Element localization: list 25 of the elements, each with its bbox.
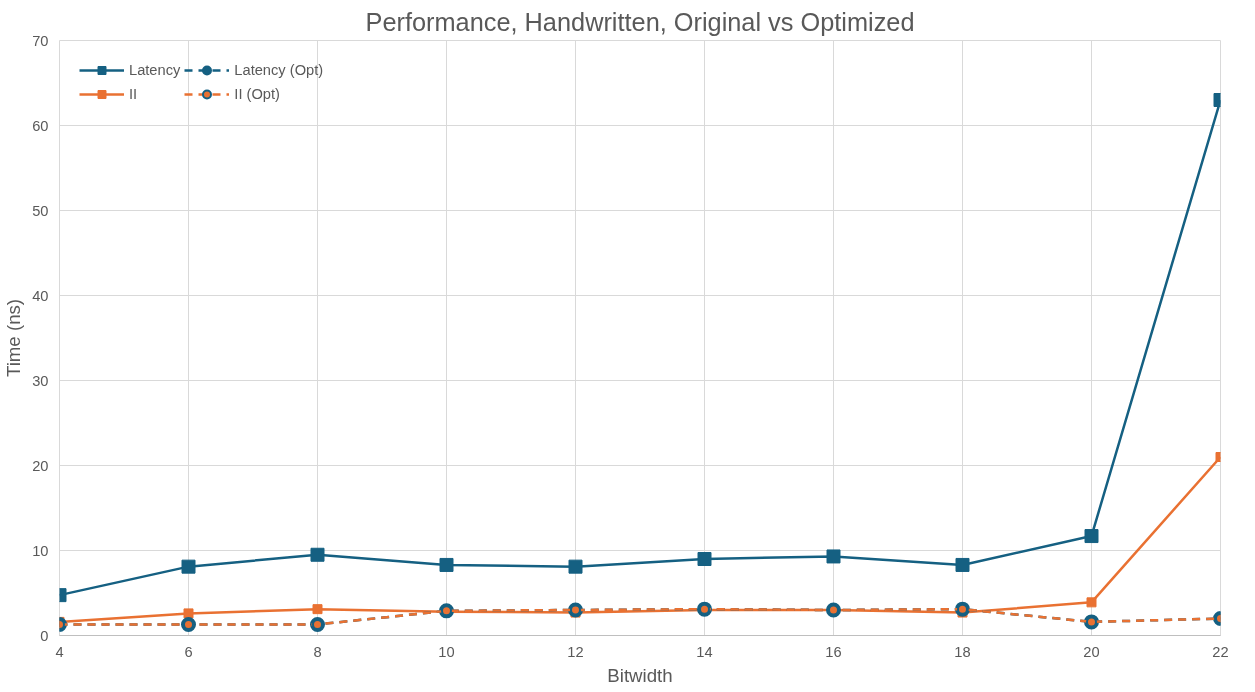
legend-label: II [129, 86, 139, 102]
x-tick-label: 6 [184, 643, 193, 660]
y-axis-title: Time (ns) [3, 298, 25, 378]
x-tick-label: 16 [825, 643, 842, 660]
y-tick-label: 0 [40, 627, 49, 644]
y-tick-label: 50 [32, 202, 49, 219]
x-tick-label: 22 [1212, 643, 1229, 660]
legend-label: Latency (Opt) [234, 62, 324, 78]
x-tick-label: 10 [438, 643, 455, 660]
chart-title: Performance, Handwritten, Original vs Optimized [365, 7, 915, 36]
y-tick-label: 10 [32, 542, 49, 559]
legend-label: II (Opt) [234, 86, 280, 102]
y-tick-label: 70 [32, 32, 49, 49]
x-tick-label: 4 [55, 643, 64, 660]
x-tick-label: 20 [1083, 643, 1100, 660]
x-tick-label: 18 [954, 643, 971, 660]
legend-label: Latency [129, 62, 181, 78]
x-tick-label: 12 [567, 643, 584, 660]
y-tick-label: 40 [32, 287, 49, 304]
y-tick-label: 30 [32, 372, 49, 389]
x-tick-label: 14 [696, 643, 713, 660]
x-tick-label: 8 [313, 643, 322, 660]
y-tick-label: 60 [32, 117, 49, 134]
y-tick-label: 20 [32, 457, 49, 474]
x-axis-title: Bitwidth [607, 664, 673, 686]
